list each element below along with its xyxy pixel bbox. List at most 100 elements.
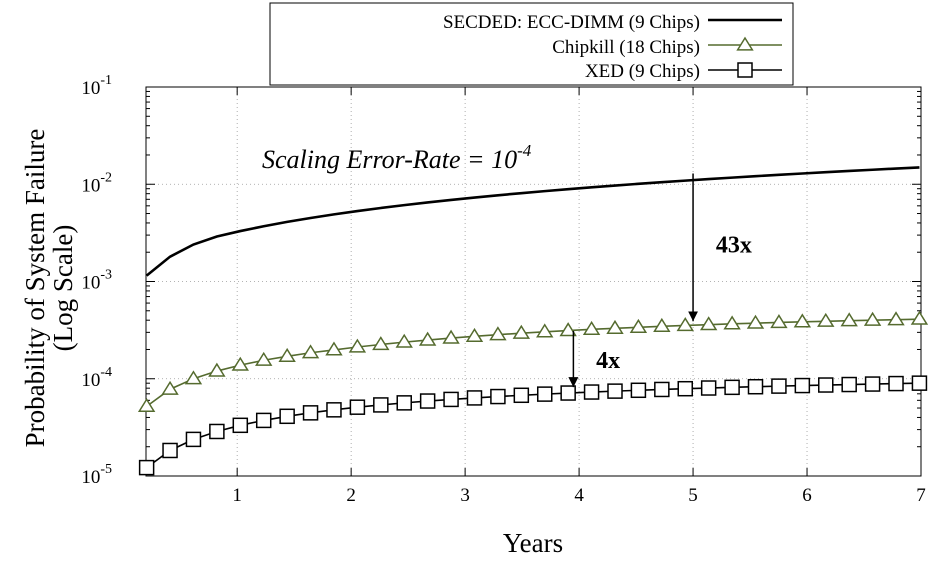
data-point <box>582 320 601 336</box>
data-point <box>560 385 576 401</box>
chart-subtitle-main: Scaling Error-Rate = 10 <box>262 145 517 174</box>
x-tick-label: 7 <box>916 485 926 506</box>
data-point <box>301 344 320 359</box>
y-tick-label: 10-4 <box>81 365 112 391</box>
data-point <box>840 312 858 327</box>
annotation-label: 4x <box>596 348 620 374</box>
y-axis-label-line2: (Log Scale) <box>48 225 78 352</box>
data-point <box>255 351 273 366</box>
data-point <box>137 397 156 413</box>
x-tick-label: 3 <box>460 485 470 506</box>
y-tick-base: 10 <box>81 78 100 99</box>
data-point <box>653 317 671 332</box>
data-point <box>442 329 460 344</box>
data-point <box>418 331 437 346</box>
data-point <box>888 375 904 392</box>
data-point <box>536 323 554 338</box>
data-point <box>794 377 811 394</box>
data-point <box>911 375 928 391</box>
data-point <box>724 379 740 396</box>
data-point <box>278 347 296 362</box>
data-point <box>770 314 788 329</box>
data-point <box>161 380 179 395</box>
data-point <box>372 336 390 351</box>
data-point <box>326 402 342 418</box>
series-secded <box>145 166 920 277</box>
data-point <box>583 384 600 400</box>
legend: SECDED: ECC-DIMM (9 Chips) Chipkill (18 … <box>269 2 794 86</box>
x-tick-label: 5 <box>688 485 698 506</box>
data-point <box>349 399 366 415</box>
data-point <box>559 322 577 337</box>
data-point <box>255 412 272 429</box>
legend-label-chipkill: Chipkill (18 Chips) <box>552 37 700 58</box>
data-point <box>512 324 531 339</box>
data-point <box>536 386 553 402</box>
legend-swatch-marker <box>737 62 753 78</box>
data-point <box>817 312 835 327</box>
data-point <box>771 378 787 394</box>
series-line <box>146 318 920 408</box>
x-tick-label: 6 <box>802 485 812 506</box>
x-tick-label: 1 <box>232 485 242 506</box>
data-point <box>396 395 412 411</box>
data-point <box>162 442 178 459</box>
y-tick-exp: -3 <box>100 268 112 283</box>
legend-swatch-marker <box>736 36 754 51</box>
x-axis: 1 2 3 4 5 6 7 <box>232 87 926 506</box>
y-tick-base: 10 <box>81 467 100 488</box>
data-point <box>864 376 881 392</box>
legend-label-xed: XED (9 Chips) <box>585 61 700 82</box>
series-xed <box>138 375 928 476</box>
series-line <box>146 382 920 469</box>
data-point <box>629 318 648 333</box>
y-tick-exp: -5 <box>100 462 112 477</box>
data-point <box>841 376 857 393</box>
data-point <box>863 311 882 326</box>
data-point <box>746 314 765 329</box>
y-axis-label-line1: Probability of System Failure <box>20 129 50 448</box>
data-point <box>513 387 530 404</box>
y-tick-exp: -2 <box>100 170 112 185</box>
x-tick-label: 4 <box>574 485 584 506</box>
y-tick-label: 10-2 <box>81 170 112 196</box>
data-point <box>373 397 389 413</box>
y-tick-label: 10-3 <box>81 268 112 294</box>
data-point <box>232 417 249 434</box>
data-point <box>723 315 741 330</box>
data-point <box>489 326 507 341</box>
data-point <box>793 313 812 328</box>
y-tick-base: 10 <box>81 175 100 196</box>
series-line <box>145 166 920 277</box>
annotation-label: 43x <box>716 233 752 259</box>
data-point <box>747 378 764 395</box>
data-point <box>348 338 367 353</box>
y-tick-base: 10 <box>81 370 100 391</box>
data-point <box>465 327 484 342</box>
data-point <box>184 370 203 385</box>
data-point <box>700 380 717 396</box>
chart-subtitle: Scaling Error-Rate = 10-4 <box>262 141 532 174</box>
data-point <box>279 408 295 425</box>
data-point <box>699 316 718 331</box>
legend-label-secded: SECDED: ECC-DIMM (9 Chips) <box>443 12 700 33</box>
data-point <box>208 362 226 377</box>
series-chipkill <box>137 310 929 413</box>
y-tick-exp: -1 <box>100 73 112 88</box>
chart-subtitle-exp: -4 <box>517 141 532 160</box>
data-point <box>654 381 670 398</box>
data-point <box>490 388 506 405</box>
data-point <box>887 311 905 326</box>
data-point <box>395 333 413 348</box>
data-point <box>185 431 202 448</box>
data-point <box>910 310 929 325</box>
data-point <box>419 393 436 409</box>
annotations: 43x 4x <box>568 173 752 388</box>
legend-box <box>269 2 794 86</box>
data-point <box>302 405 319 421</box>
data-point <box>138 459 155 476</box>
series-layer <box>137 166 929 476</box>
x-axis-label: Years <box>503 528 563 558</box>
data-point <box>209 423 225 440</box>
